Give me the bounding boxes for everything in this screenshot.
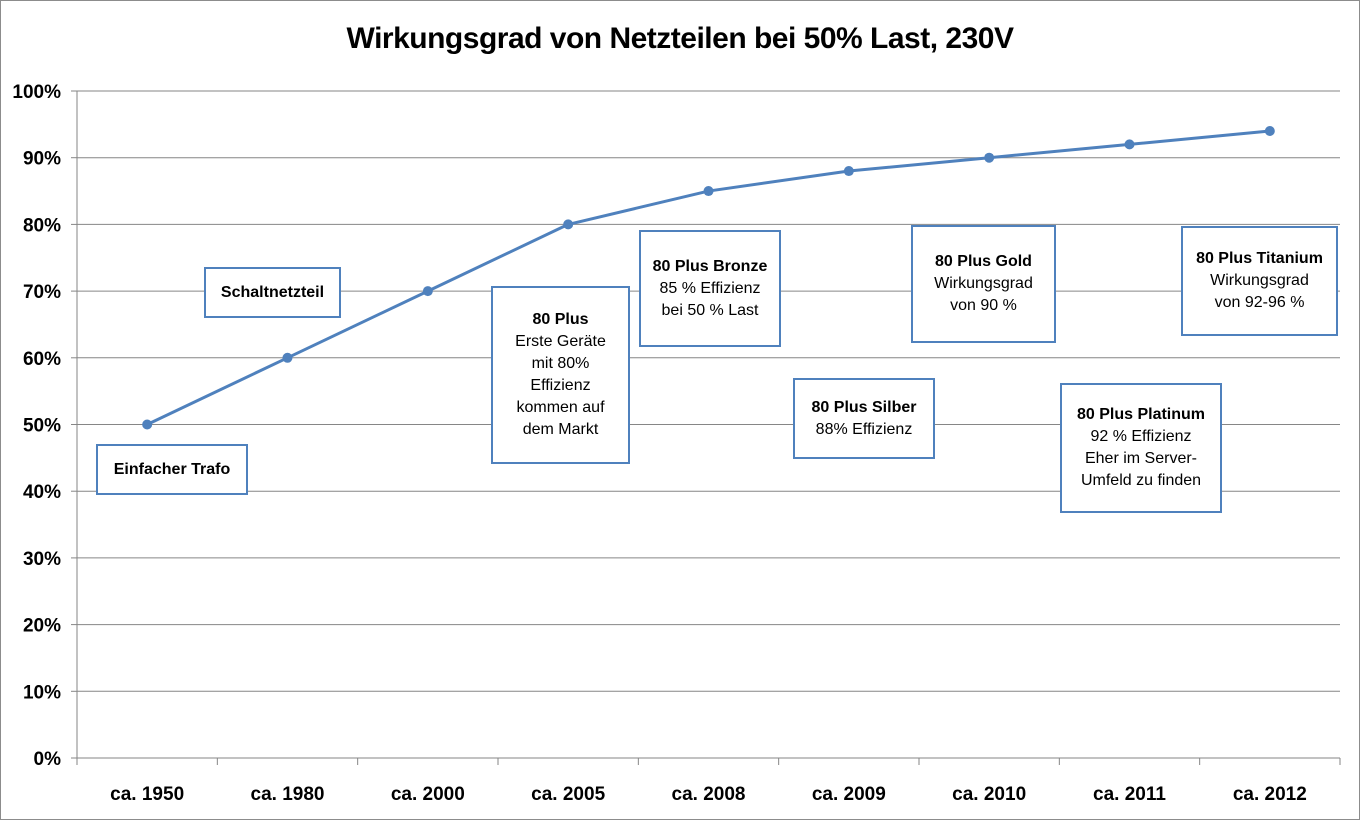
data-point bbox=[703, 186, 714, 197]
annotation-title: 80 Plus Titanium bbox=[1196, 250, 1323, 267]
annotation-box-80-plus-platinum: 80 Plus Platinum 92 % Effizienz Eher im Se… bbox=[1060, 383, 1222, 513]
y-tick-label: 50% bbox=[23, 416, 61, 437]
annotation-line: Umfeld zu finden bbox=[1080, 472, 1202, 489]
annotation-title: 80 Plus Bronze bbox=[652, 257, 768, 275]
annotation-line: Wirkungsgrad bbox=[934, 275, 1033, 292]
annotation-title: 80 Plus Silber bbox=[811, 398, 917, 416]
chart-title: Wirkungsgrad von Netzteilen bei 50% Last… bbox=[346, 22, 1014, 55]
data-point bbox=[282, 352, 293, 363]
annotation-line: 88% Effizienz bbox=[815, 420, 913, 438]
y-tick-label: 70% bbox=[23, 282, 61, 303]
annotation-line: von 92-96 % bbox=[1214, 294, 1305, 311]
x-tick-label: ca. 2012 bbox=[1233, 784, 1307, 805]
x-tick-label: ca. 2009 bbox=[812, 784, 886, 805]
annotation-box-80-plus-gold: 80 Plus Gold Wirkungsgrad von 90 % bbox=[911, 225, 1056, 343]
annotation-line: von 90 % bbox=[950, 297, 1017, 314]
annotation-line: Effizienz bbox=[530, 377, 591, 394]
x-tick-label: ca. 2000 bbox=[391, 784, 465, 805]
annotation-line: mit 80% bbox=[531, 355, 590, 372]
x-tick-label: ca. 2010 bbox=[952, 784, 1026, 805]
annotation-box-80-plus: 80 Plus Erste Geräte mit 80% Effizienz komme… bbox=[491, 286, 630, 464]
data-point bbox=[142, 419, 153, 430]
x-tick-label: ca. 2011 bbox=[1093, 784, 1166, 805]
x-tick-label: ca. 1980 bbox=[251, 784, 325, 805]
data-point bbox=[563, 219, 574, 230]
y-tick-label: 10% bbox=[23, 682, 61, 703]
y-tick-label: 80% bbox=[23, 215, 61, 236]
data-point bbox=[984, 152, 995, 163]
annotation-box-80-plus-bronze: 80 Plus Bronze 85 % Effizienz bei 50 % Las… bbox=[639, 230, 781, 347]
y-tick-label: 20% bbox=[23, 616, 61, 637]
x-tick-label: ca. 2005 bbox=[531, 784, 605, 805]
annotation-line: dem Markt bbox=[522, 421, 599, 438]
annotation-box-einfacher-trafo: Einfacher Trafo bbox=[96, 444, 248, 495]
x-tick-label: ca. 1950 bbox=[110, 784, 184, 805]
y-tick-label: 40% bbox=[23, 482, 61, 503]
y-tick-label: 100% bbox=[12, 82, 61, 103]
annotation-title: 80 Plus Platinum bbox=[1076, 406, 1206, 423]
annotation-line: Eher im Server- bbox=[1084, 450, 1198, 467]
y-tick-label: 0% bbox=[34, 749, 62, 770]
annotation-title: Einfacher Trafo bbox=[113, 460, 231, 478]
data-point bbox=[843, 166, 854, 177]
annotation-title: Schaltnetzteil bbox=[220, 283, 325, 301]
y-tick-label: 30% bbox=[23, 549, 61, 570]
annotation-line: bei 50 % Last bbox=[661, 301, 759, 319]
data-point bbox=[422, 286, 433, 297]
annotation-line: Erste Geräte bbox=[515, 333, 606, 350]
annotation-box-80-plus-silber: 80 Plus Silber 88% Effizienz bbox=[793, 378, 935, 459]
annotation-box-80-plus-titanium: 80 Plus Titanium Wirkungsgrad von 92-96 % bbox=[1181, 226, 1338, 336]
annotation-line: kommen auf bbox=[516, 399, 605, 416]
data-point bbox=[1264, 126, 1275, 137]
y-tick-label: 60% bbox=[23, 349, 61, 370]
annotation-line: 92 % Effizienz bbox=[1090, 428, 1192, 445]
x-tick-label: ca. 2008 bbox=[672, 784, 746, 805]
annotation-title: 80 Plus bbox=[532, 311, 589, 328]
y-tick-label: 90% bbox=[23, 149, 61, 170]
annotation-line: 85 % Effizienz bbox=[659, 279, 761, 297]
data-point bbox=[1124, 139, 1135, 150]
annotation-title: 80 Plus Gold bbox=[935, 253, 1032, 270]
annotation-box-schaltnetzteil: Schaltnetzteil bbox=[204, 267, 341, 318]
annotation-line: Wirkungsgrad bbox=[1210, 272, 1309, 289]
